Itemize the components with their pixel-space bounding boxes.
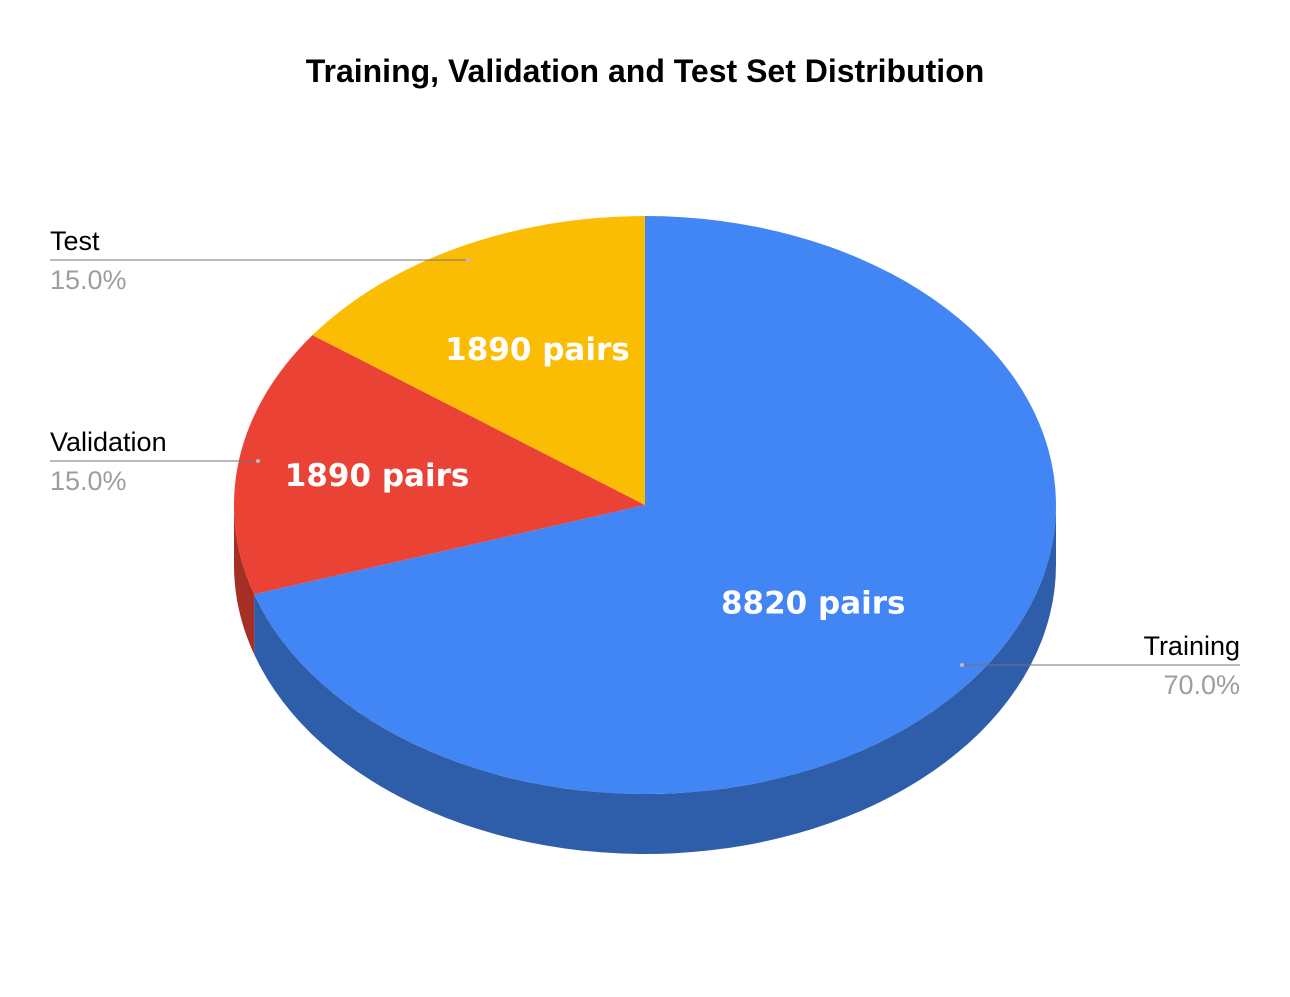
slice-label-test: 1890 pairs [445, 332, 630, 368]
callout-name-training: Training [1143, 631, 1240, 661]
leader-dot-validation [256, 459, 260, 463]
callout-name-test: Test [50, 226, 100, 256]
slice-side-validation [234, 505, 255, 655]
slice-validation[interactable] [234, 335, 645, 595]
slice-test[interactable] [312, 216, 645, 505]
callout-test: Test 15.0% [50, 226, 470, 295]
callout-name-validation: Validation [50, 427, 167, 457]
callout-percent-test: 15.0% [50, 265, 127, 295]
callout-validation: Validation 15.0% [50, 427, 260, 496]
callout-percent-training: 70.0% [1163, 670, 1240, 700]
slice-label-validation: 1890 pairs [285, 458, 470, 494]
slice-training[interactable] [254, 216, 1057, 794]
slice-labels: 8820 pairs 1890 pairs 1890 pairs [285, 332, 906, 621]
slice-sides [234, 505, 1056, 854]
slice-label-training: 8820 pairs [721, 585, 906, 621]
callout-training: Training 70.0% [960, 631, 1240, 700]
chart-title: Training, Validation and Test Set Distri… [306, 53, 985, 89]
slice-side-training [254, 505, 1056, 854]
callouts: Training 70.0% Validation 15.0% Test 15.0% [50, 226, 1240, 700]
leader-dot-training [960, 663, 964, 667]
slice-tops [234, 216, 1057, 794]
callout-percent-validation: 15.0% [50, 466, 127, 496]
leader-dot-test [466, 258, 470, 262]
